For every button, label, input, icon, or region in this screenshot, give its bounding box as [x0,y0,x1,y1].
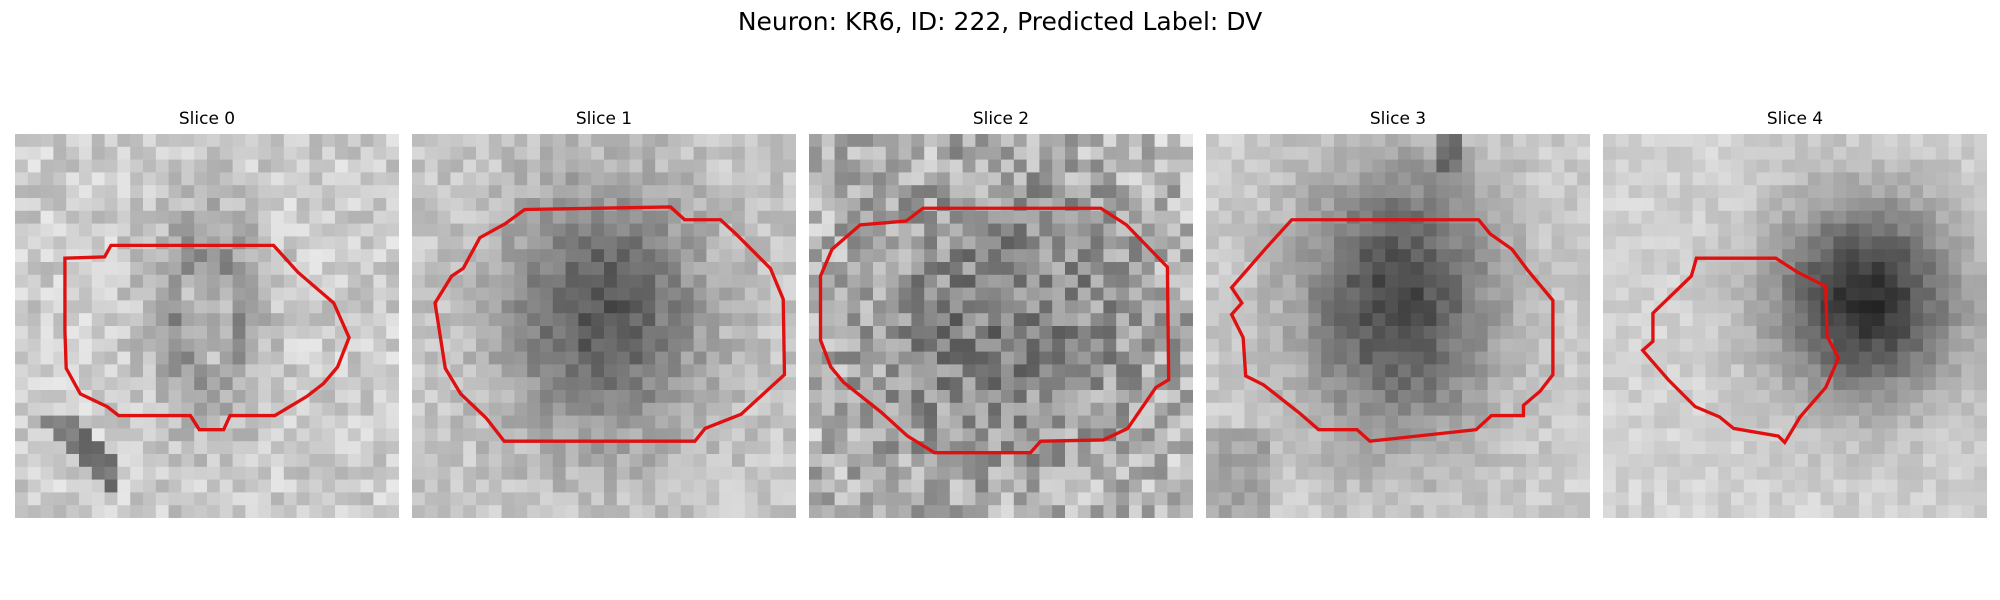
slice-image [15,134,399,518]
slice-image [1206,134,1590,518]
slice-image [809,134,1193,518]
slice-title: Slice 1 [575,109,633,129]
slice-title: Slice 4 [1766,109,1824,129]
slice-image [1603,134,1987,518]
slice-title: Slice 2 [972,109,1030,129]
roi-contour [63,243,351,432]
figure-title: Neuron: KR6, ID: 222, Predicted Label: D… [737,7,1263,36]
roi-contour [1229,218,1555,443]
roi-contour [818,206,1171,455]
slice-image [412,134,796,518]
slice-title: Slice 3 [1369,109,1427,129]
slice-title: Slice 0 [178,109,236,129]
roi-contour [433,205,787,443]
roi-contour [1640,256,1841,446]
